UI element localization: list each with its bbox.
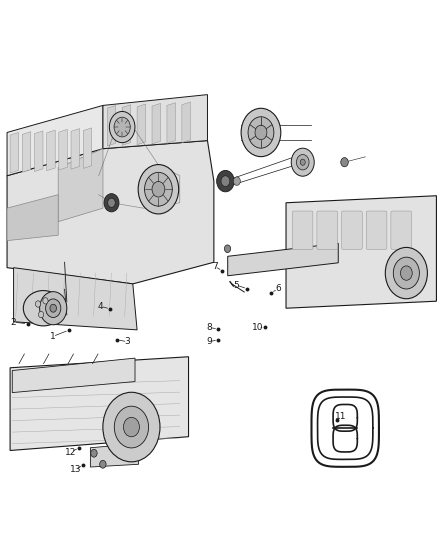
Circle shape (217, 171, 234, 192)
Circle shape (35, 301, 41, 307)
Text: 8: 8 (207, 323, 212, 332)
FancyBboxPatch shape (317, 211, 338, 249)
Polygon shape (103, 94, 208, 149)
Circle shape (221, 176, 230, 187)
Circle shape (91, 449, 97, 457)
Circle shape (300, 159, 305, 165)
Polygon shape (122, 105, 131, 146)
Text: 11: 11 (335, 411, 346, 421)
Circle shape (124, 417, 139, 437)
Circle shape (152, 181, 165, 197)
Circle shape (255, 125, 267, 140)
Polygon shape (137, 104, 145, 144)
Polygon shape (182, 102, 191, 143)
Circle shape (114, 117, 130, 137)
Polygon shape (35, 131, 43, 172)
Circle shape (103, 392, 160, 462)
Circle shape (43, 297, 48, 304)
Circle shape (108, 198, 115, 207)
Circle shape (50, 304, 57, 312)
Circle shape (110, 111, 135, 143)
Polygon shape (10, 133, 19, 173)
Text: 7: 7 (212, 262, 218, 271)
Polygon shape (286, 196, 436, 308)
Circle shape (233, 177, 240, 185)
Circle shape (393, 257, 420, 289)
Ellipse shape (23, 290, 63, 326)
Polygon shape (152, 103, 161, 144)
Polygon shape (228, 244, 338, 276)
Polygon shape (10, 357, 188, 450)
Polygon shape (12, 358, 135, 393)
Circle shape (138, 165, 179, 214)
Circle shape (39, 311, 44, 318)
Circle shape (385, 247, 427, 298)
Text: 13: 13 (70, 465, 81, 473)
Text: 12: 12 (65, 448, 77, 457)
Polygon shape (90, 443, 138, 467)
Text: 10: 10 (252, 323, 264, 332)
Circle shape (39, 292, 67, 325)
Text: 6: 6 (275, 284, 281, 293)
Circle shape (104, 193, 119, 212)
Polygon shape (71, 128, 80, 169)
Circle shape (114, 406, 148, 448)
Circle shape (241, 108, 281, 157)
Polygon shape (107, 106, 116, 146)
Circle shape (341, 158, 348, 167)
FancyBboxPatch shape (391, 211, 412, 249)
FancyBboxPatch shape (342, 211, 362, 249)
Polygon shape (47, 130, 55, 171)
Circle shape (400, 266, 412, 280)
Polygon shape (7, 141, 214, 284)
Circle shape (145, 172, 172, 206)
FancyBboxPatch shape (292, 211, 313, 249)
Polygon shape (167, 103, 176, 143)
Text: 1: 1 (50, 332, 56, 341)
Polygon shape (22, 132, 31, 172)
Polygon shape (7, 195, 58, 240)
Circle shape (100, 461, 106, 468)
Text: 9: 9 (207, 337, 212, 346)
Circle shape (248, 117, 274, 148)
Circle shape (291, 148, 314, 176)
Text: 2: 2 (11, 318, 16, 327)
Text: 5: 5 (233, 280, 239, 289)
Text: 4: 4 (98, 302, 103, 311)
Polygon shape (14, 268, 137, 330)
Circle shape (297, 155, 309, 170)
Polygon shape (83, 128, 92, 168)
Circle shape (224, 245, 231, 253)
Polygon shape (7, 106, 103, 176)
Text: 3: 3 (125, 337, 131, 346)
Polygon shape (58, 149, 103, 222)
Circle shape (46, 299, 61, 318)
Polygon shape (59, 130, 67, 170)
FancyBboxPatch shape (366, 211, 387, 249)
